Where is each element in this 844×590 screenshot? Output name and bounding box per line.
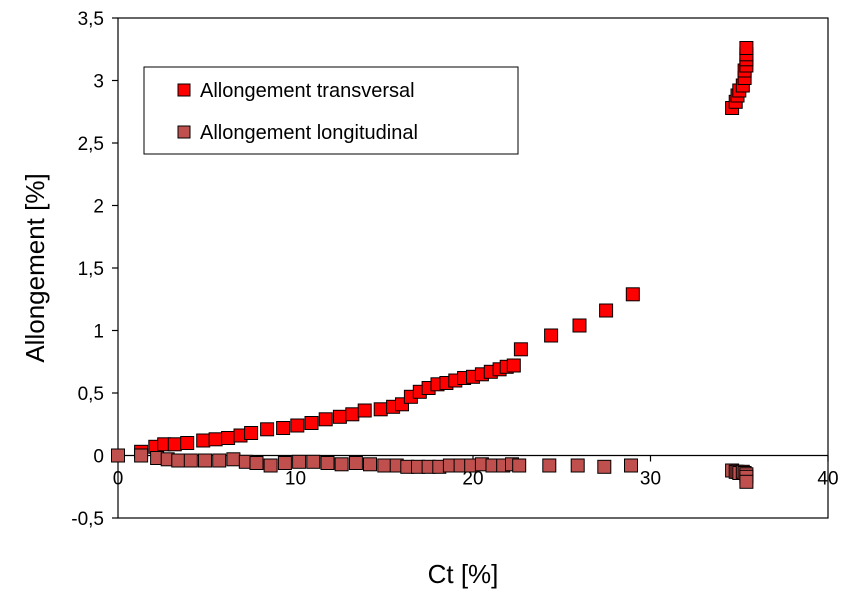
y-tick-label: 0,5 [78, 384, 104, 405]
legend-marker-longitudinal [177, 125, 191, 139]
data-point [513, 342, 528, 357]
data-point [363, 457, 377, 472]
data-point [739, 41, 754, 55]
data-point [570, 458, 585, 473]
data-point [357, 403, 372, 418]
data-point [542, 458, 557, 473]
data-point [304, 416, 319, 430]
data-point [348, 456, 363, 470]
series-longitudinal [111, 448, 754, 489]
data-point [111, 448, 125, 463]
y-axis-title: Allongement [%] [20, 173, 50, 362]
legend: Allongement transversal Allongement long… [143, 66, 519, 155]
data-point [625, 287, 640, 302]
data-point [277, 456, 292, 470]
y-tick-label: 2 [93, 197, 104, 218]
y-tick-label: 3 [93, 72, 104, 93]
data-point [171, 453, 186, 468]
data-point [180, 436, 195, 450]
data-point [244, 426, 259, 440]
data-point [263, 458, 278, 473]
data-point [544, 328, 559, 343]
data-point [221, 431, 236, 445]
legend-label-longitudinal: Allongement longitudinal [200, 122, 418, 144]
data-point [599, 303, 614, 318]
data-point [134, 448, 149, 463]
data-point [572, 318, 587, 333]
x-tick-label: 10 [285, 469, 306, 490]
data-point [290, 418, 305, 433]
y-tick-label: 3,5 [78, 9, 104, 30]
data-point [318, 412, 333, 427]
data-point [167, 437, 182, 452]
x-tick-label: 30 [640, 469, 661, 490]
x-axis-ticks: 0 10 20 30 40 [113, 455, 839, 490]
y-tick-label: -0,5 [71, 509, 104, 530]
data-point [512, 458, 527, 473]
data-point [276, 421, 291, 435]
x-axis-title: Ct [%] [428, 559, 499, 589]
y-tick-label: 1 [93, 322, 104, 343]
data-point [306, 454, 321, 469]
data-point [739, 474, 754, 489]
data-point [373, 402, 388, 417]
data-point [260, 422, 275, 437]
data-point [334, 457, 349, 472]
data-point [506, 358, 521, 373]
data-point [208, 432, 223, 447]
data-point [212, 453, 227, 468]
data-point [292, 454, 307, 469]
data-point [332, 409, 347, 424]
x-tick-label: 40 [817, 469, 838, 490]
data-point [377, 458, 392, 473]
data-point [226, 452, 241, 467]
series-transversal [111, 41, 754, 463]
data-point [597, 459, 612, 474]
legend-label-transversal: Allongement transversal [200, 80, 415, 102]
legend-marker-transversal [177, 83, 191, 97]
y-tick-label: 0 [93, 447, 104, 468]
x-tick-label: 0 [113, 469, 124, 490]
x-tick-label: 20 [462, 469, 483, 490]
y-axis-ticks: -0,5 0 0,5 1 1,5 2 2,5 3 3,5 [71, 9, 118, 530]
data-point [183, 453, 198, 468]
data-point [198, 453, 212, 468]
data-point [624, 458, 638, 473]
y-tick-label: 2,5 [78, 134, 104, 155]
data-series [111, 41, 754, 489]
data-point [196, 433, 211, 448]
data-point [249, 456, 264, 470]
data-point [345, 407, 360, 422]
data-point [320, 456, 335, 470]
y-tick-label: 1,5 [78, 259, 104, 280]
legend-box [143, 66, 519, 155]
